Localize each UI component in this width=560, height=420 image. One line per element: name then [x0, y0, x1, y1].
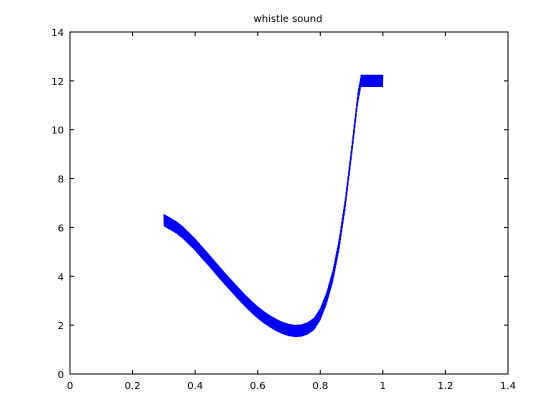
x-tick-label: 0.4 [187, 381, 203, 392]
y-tick-label: 14 [51, 28, 64, 39]
y-tick-label: 10 [51, 126, 64, 137]
y-axis: 0 2 4 6 8 10 12 14 [51, 28, 508, 381]
x-tick-label: 1.4 [500, 381, 516, 392]
x-tick-label: 1 [380, 381, 386, 392]
x-tick-label: 0.8 [312, 381, 328, 392]
y-tick-label: 6 [58, 223, 64, 234]
plot-area [69, 31, 509, 375]
x-tick-label: 0.2 [125, 381, 141, 392]
y-tick-label: 12 [51, 77, 64, 88]
x-tick-label: 0.6 [250, 381, 266, 392]
series-line-0 [163, 74, 384, 338]
x-tick-label: 1.2 [437, 381, 453, 392]
x-axis: 0 0.2 0.4 0.6 0.8 1 1.2 1.4 [67, 32, 516, 392]
y-tick-label: 0 [58, 370, 64, 381]
y-tick-label: 4 [58, 272, 64, 283]
y-tick-label: 2 [58, 321, 64, 332]
series-layer [163, 74, 384, 338]
chart-title: whistle sound [254, 14, 323, 25]
x-tick-label: 0 [67, 381, 73, 392]
y-tick-label: 8 [58, 175, 64, 186]
